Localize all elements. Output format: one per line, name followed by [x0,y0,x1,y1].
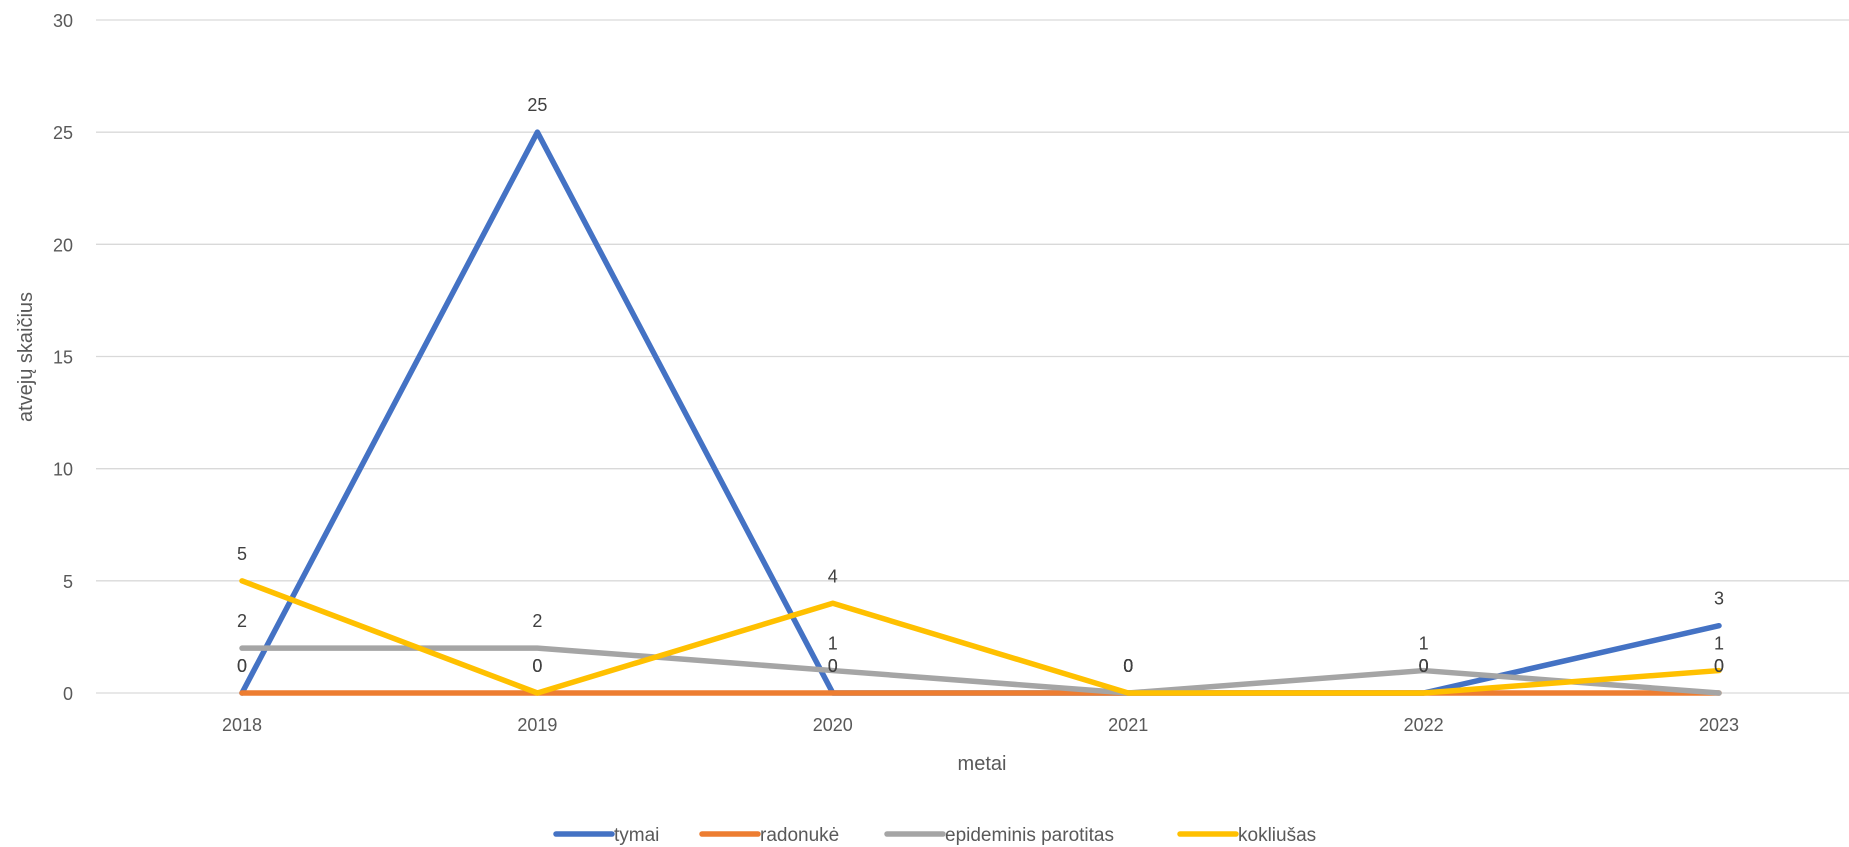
y-axis-ticks: 0 5 10 15 20 25 30 [53,11,73,704]
data-label: 0 [1419,656,1429,676]
x-tick-label: 2021 [1108,715,1148,735]
y-tick-label: 20 [53,235,73,255]
data-label: 1 [828,634,838,654]
legend-label: radonukė [760,825,839,846]
data-label: 5 [237,544,247,564]
y-tick-label: 15 [53,348,73,368]
series-line-0 [239,129,1722,696]
legend-label: kokliušas [1238,825,1316,846]
gridlines [96,19,1849,694]
x-tick-label: 2019 [517,715,557,735]
x-tick-label: 2023 [1699,715,1739,735]
data-label: 3 [1714,589,1724,609]
legend: tymai radonukė epideminis parotitas kokliuš… [553,825,1316,846]
y-tick-label: 5 [63,572,73,592]
series-line-2 [239,645,1722,696]
data-label: 0 [237,656,247,676]
y-tick-label: 0 [63,684,73,704]
data-label: 0 [1419,656,1429,676]
data-label: 0 [1123,656,1133,676]
x-tick-label: 2022 [1404,715,1444,735]
data-label: 25 [527,95,547,115]
x-axis-ticks: 2018 2019 2020 2021 2022 2023 [222,715,1739,735]
data-label: 0 [828,656,838,676]
x-tick-label: 2020 [813,715,853,735]
y-tick-label: 10 [53,460,73,480]
data-label: 0 [1714,656,1724,676]
data-label: 0 [1123,656,1133,676]
legend-label: epideminis parotitas [945,825,1114,846]
y-tick-label: 25 [53,123,73,143]
data-label: 0 [828,656,838,676]
x-tick-label: 2018 [222,715,262,735]
data-label: 0 [1714,656,1724,676]
data-label: 2 [532,611,542,631]
legend-label: tymai [614,825,659,846]
data-label: 1 [1714,634,1724,654]
data-label: 1 [1419,634,1429,654]
data-label: 0 [532,656,542,676]
y-tick-label: 30 [53,11,73,31]
series-lines [239,129,1722,696]
data-label: 0 [1123,656,1133,676]
data-label: 0 [1123,656,1133,676]
data-label: 2 [237,611,247,631]
series-line-3 [239,578,1722,696]
y-axis-title: atvejų skaičius [15,292,37,422]
data-label: 0 [532,656,542,676]
data-label: 4 [828,566,838,586]
x-axis-title: metai [958,753,1007,775]
data-label: 0 [237,656,247,676]
data-label: 0 [1419,656,1429,676]
